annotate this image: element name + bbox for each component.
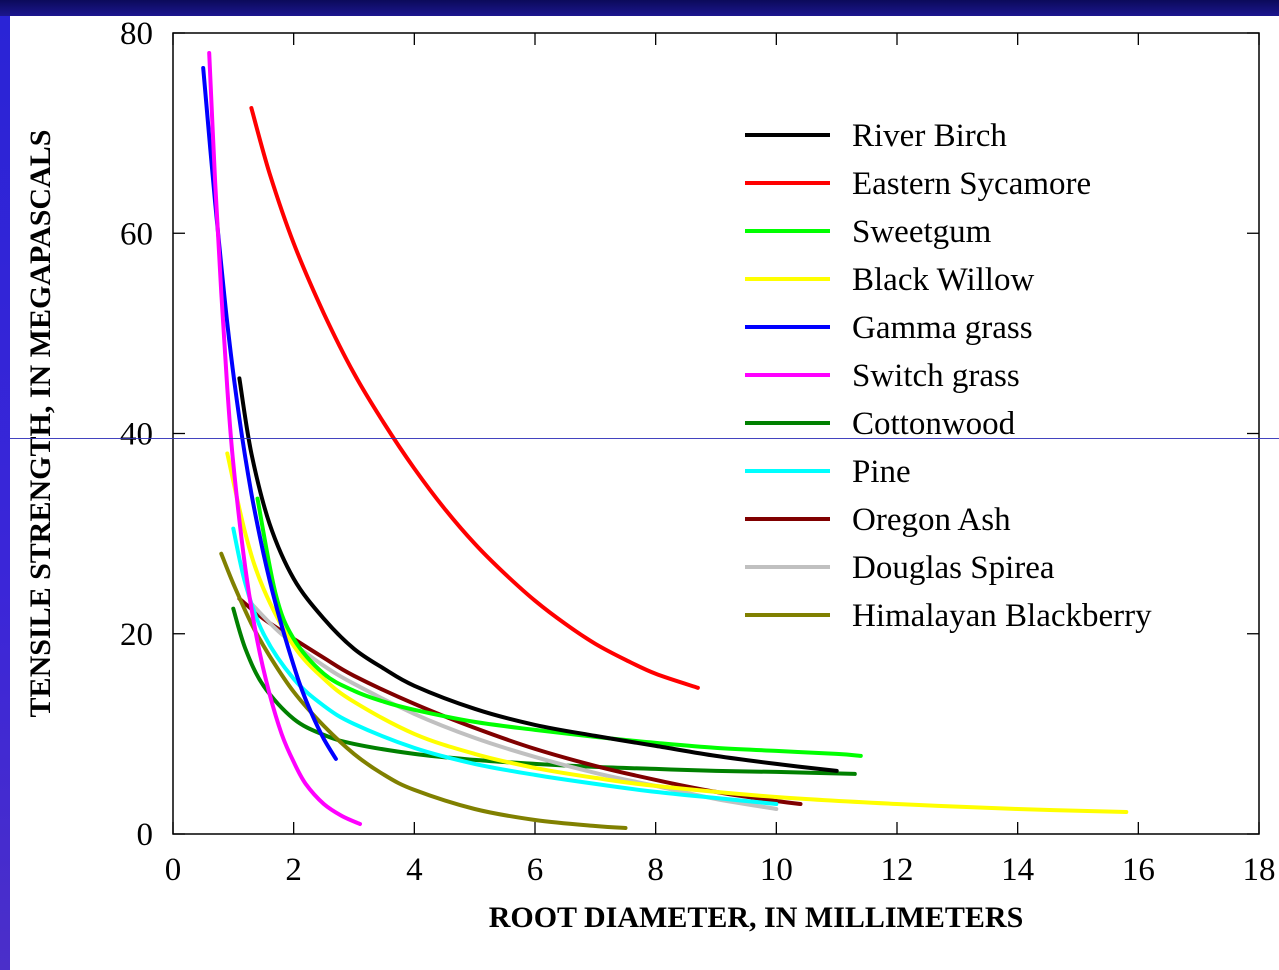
series-line-pine [231,526,779,806]
slide-top-band [0,0,1279,16]
legend-label-pine: Pine [852,454,911,490]
x-tick-label: 10 [760,852,793,888]
y-tick-label: 20 [120,617,153,653]
legend-label-oregon-ash: Oregon Ash [852,502,1011,538]
x-tick-label: 6 [527,852,544,888]
x-tick-label: 0 [165,852,182,888]
series-line-eastern-sycamore [249,106,700,690]
series-line-switch-grass [207,51,362,826]
x-tick-label: 12 [881,852,914,888]
series-line-sweetgum [255,496,863,758]
legend-label-sweetgum: Sweetgum [852,214,992,250]
legend-label-douglas-spirea: Douglas Spirea [852,550,1055,586]
series-line-black-willow [225,451,1129,814]
legend: River Birch Eastern Sycamore Sweetgum Black… [745,118,1152,634]
legend-label-switch-grass: Switch grass [852,358,1020,394]
legend-label-black-willow: Black Willow [852,262,1034,298]
y-tick-label: 0 [137,817,154,853]
x-tick-label: 8 [647,852,664,888]
y-axis-title: TENSILE STRENGTH, IN MEGAPASCALS [24,130,57,718]
slide-divider-line [10,438,1279,439]
y-tick-label: 40 [120,417,153,453]
legend-label-himalayan-blackberry: Himalayan Blackberry [852,598,1152,634]
x-tick-label: 2 [285,852,302,888]
series-layer [201,51,1129,830]
legend-label-cottonwood: Cottonwood [852,406,1016,442]
x-tick-label: 14 [1001,852,1034,888]
series-line-himalayan-blackberry [219,551,628,830]
legend-label-eastern-sycamore: Eastern Sycamore [852,166,1091,202]
legend-label-gamma-grass: Gamma grass [852,310,1033,346]
x-tick-label: 18 [1243,852,1276,888]
slide-left-band [0,16,10,970]
axes: 0 2 4 6 8 10 12 14 16 18 0 20 40 60 80 [120,16,1276,888]
y-tick-label: 60 [120,216,153,252]
x-tick-label: 4 [406,852,423,888]
series-line-river-birch [237,376,839,773]
y-tick-label: 80 [120,16,153,52]
x-axis-title: ROOT DIAMETER, IN MILLIMETERS [489,901,1024,934]
legend-label-river-birch: River Birch [852,118,1007,154]
x-tick-label: 16 [1122,852,1155,888]
